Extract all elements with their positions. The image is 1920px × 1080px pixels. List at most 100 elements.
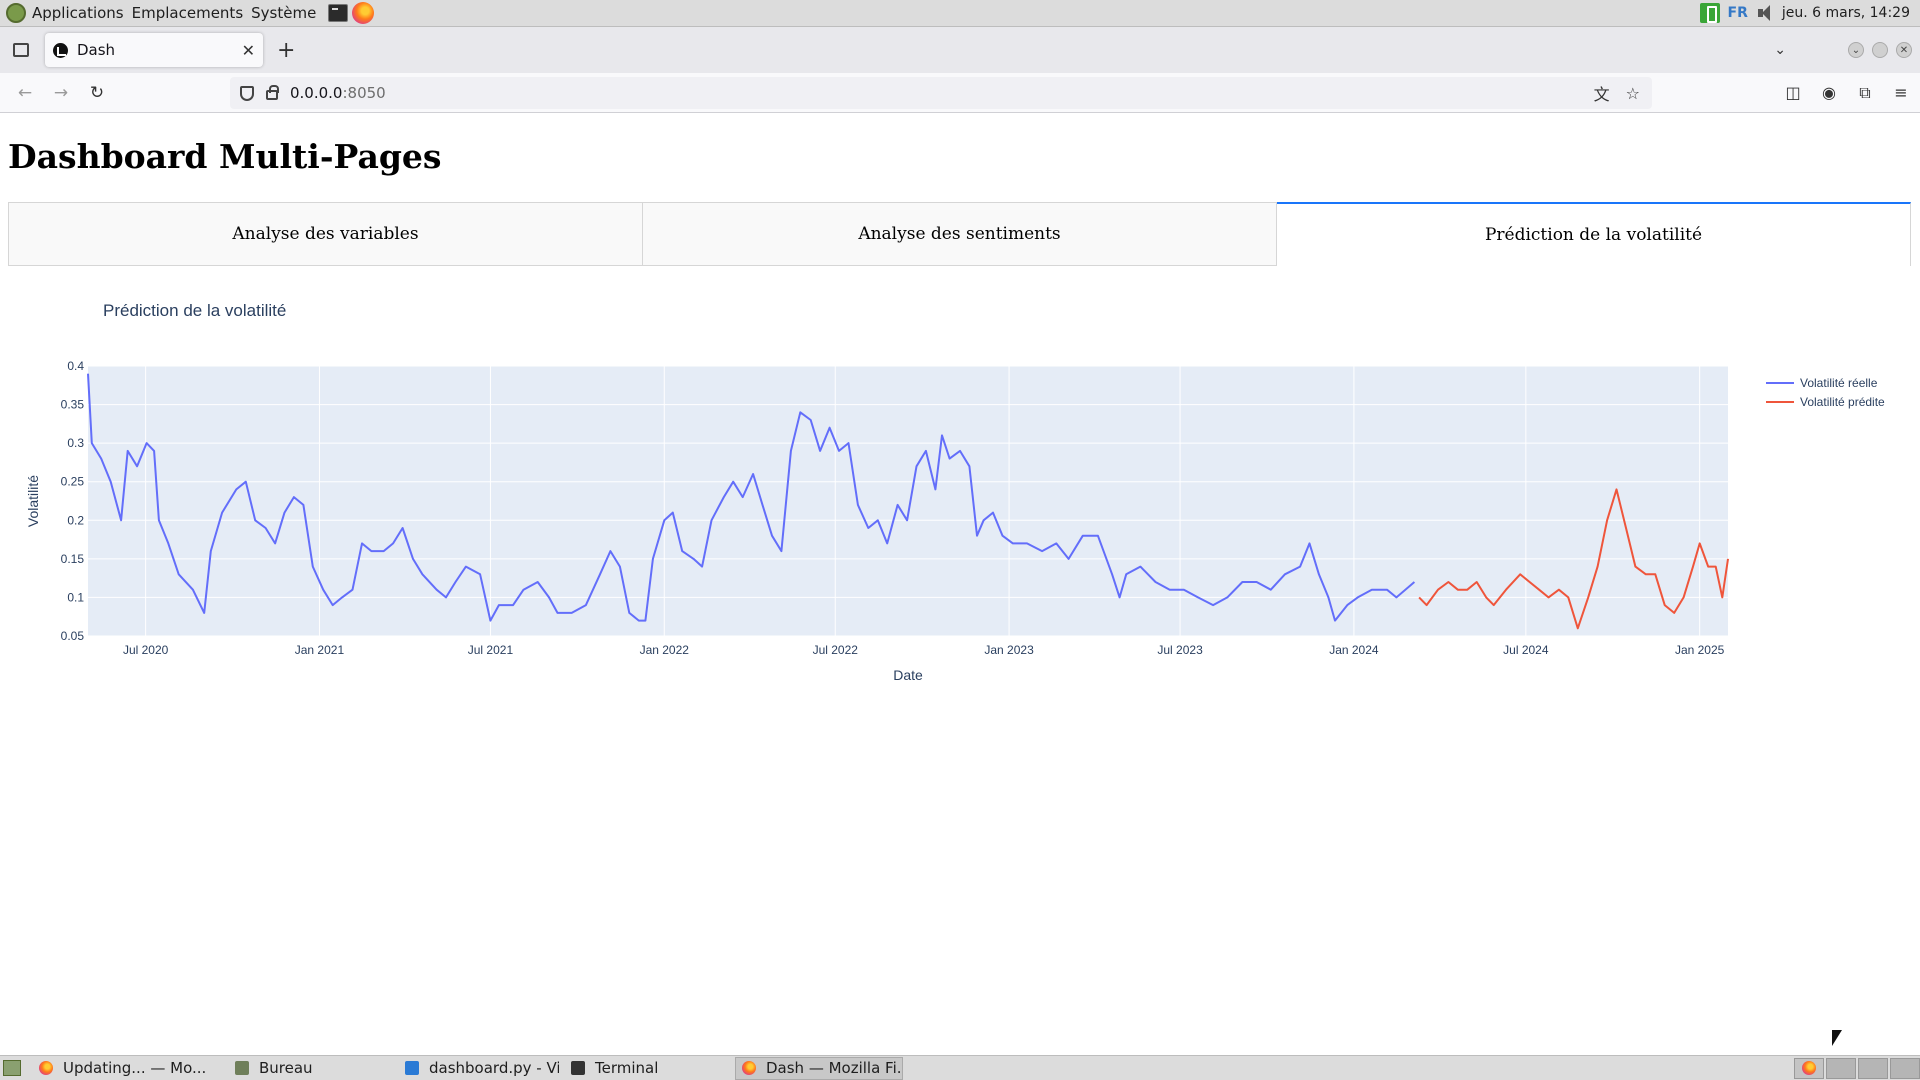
x-tick-label: Jul 2020 xyxy=(123,643,169,657)
task-label: Dash — Mozilla Fi... xyxy=(766,1059,903,1077)
y-tick-label: 0.3 xyxy=(67,436,84,450)
y-tick-label: 0.05 xyxy=(61,629,85,643)
tracking-protection-shield-icon[interactable] xyxy=(240,85,254,101)
x-gridlines xyxy=(145,366,1701,636)
tab-prediction-volatilite[interactable]: Prédiction de la volatilité xyxy=(1277,202,1911,266)
applications-menu[interactable]: Applications xyxy=(32,4,124,22)
volume-icon[interactable] xyxy=(1756,4,1774,22)
firefox-icon xyxy=(39,1061,53,1075)
page-title: Dashboard Multi-Pages xyxy=(8,137,442,176)
task-label: Updating... — Mo... xyxy=(63,1059,207,1077)
forward-arrow-icon[interactable]: → xyxy=(53,82,69,103)
keyboard-layout-indicator[interactable]: FR xyxy=(1727,5,1748,21)
x-axis-title: Date xyxy=(893,667,923,683)
workspace-1[interactable] xyxy=(1794,1057,1824,1079)
account-icon[interactable]: ◉ xyxy=(1822,83,1836,102)
taskbar: Updating... — Mo... Bureau dashboard.py … xyxy=(0,1055,1920,1080)
x-tick-label: Jul 2022 xyxy=(813,643,859,657)
task-firefox-updating[interactable]: Updating... — Mo... xyxy=(33,1057,223,1080)
tab-analyse-sentiments[interactable]: Analyse des sentiments xyxy=(643,202,1277,266)
insecure-lock-icon[interactable] xyxy=(266,85,279,100)
volatility-chart[interactable]: Prédiction de la volatilité 0.05 0.1 0.15 0… xyxy=(8,283,1911,723)
legend-label: Volatilité prédite xyxy=(1800,395,1885,409)
browser-tab-title: Dash xyxy=(77,41,116,59)
logout-icon[interactable] xyxy=(1699,3,1720,23)
task-label: Bureau xyxy=(259,1059,313,1077)
x-tick-labels: Jul 2020 Jan 2021 Jul 2021 Jan 2022 Jul 2022… xyxy=(123,643,1725,657)
firefox-icon xyxy=(1802,1061,1816,1075)
legend-label: Volatilité réelle xyxy=(1800,376,1878,390)
volatility-graph[interactable]: Prédiction de la volatilité 0.05 0.1 0.15 0… xyxy=(8,283,1911,723)
x-tick-label: Jan 2023 xyxy=(984,643,1034,657)
workspace-4[interactable] xyxy=(1890,1057,1920,1079)
url-port: :8050 xyxy=(342,84,386,102)
task-firefox-dash[interactable]: Dash — Mozilla Fi... xyxy=(735,1056,903,1080)
y-tick-label: 0.1 xyxy=(67,590,84,604)
legend-item[interactable]: Volatilité réelle xyxy=(1766,376,1878,390)
tab-analyse-variables[interactable]: Analyse des variables xyxy=(8,202,643,266)
browser-tab-strip: Dash ✕ + ⌄ ⌄ ✕ xyxy=(0,27,1920,73)
x-tick-label: Jul 2023 xyxy=(1157,643,1203,657)
minimize-window-icon[interactable]: ⌄ xyxy=(1848,42,1864,58)
url-bar[interactable]: 0.0.0.0 :8050 文 ☆ xyxy=(230,77,1652,109)
extensions-icon[interactable]: ⧉ xyxy=(1859,82,1871,102)
maximize-window-icon[interactable] xyxy=(1872,42,1888,58)
plot-area[interactable] xyxy=(88,366,1728,636)
y-axis-title: Volatilité xyxy=(25,475,41,527)
mouse-cursor-icon xyxy=(1832,1030,1842,1046)
system-menu[interactable]: Système xyxy=(251,4,317,22)
firefox-launcher-icon[interactable] xyxy=(352,2,375,24)
workspace-switcher xyxy=(1792,1057,1920,1079)
pocket-icon[interactable]: ◫ xyxy=(1785,83,1801,102)
y-tick-label: 0.4 xyxy=(67,359,84,373)
places-menu[interactable]: Emplacements xyxy=(131,4,244,22)
legend-item[interactable]: Volatilité prédite xyxy=(1766,395,1885,409)
task-vscode[interactable]: dashboard.py - Vi... xyxy=(399,1057,559,1080)
x-tick-label: Jan 2022 xyxy=(640,643,690,657)
web-page: Dashboard Multi-Pages Analyse des variab… xyxy=(0,113,1920,1055)
y-tick-label: 0.2 xyxy=(67,513,84,527)
vscode-icon xyxy=(405,1061,419,1075)
panel-clock[interactable]: jeu. 6 mars, 14:29 xyxy=(1781,5,1910,21)
workspace-3[interactable] xyxy=(1858,1057,1888,1079)
show-desktop-icon[interactable] xyxy=(3,1060,21,1076)
folder-icon xyxy=(235,1061,249,1075)
firefox-view-icon[interactable] xyxy=(13,43,29,57)
url-bar-actions: 文 ☆ xyxy=(1578,81,1640,105)
translate-icon[interactable]: 文 xyxy=(1593,85,1610,104)
terminal-icon xyxy=(571,1061,585,1075)
firefox-icon xyxy=(742,1061,756,1075)
series-line-predite[interactable] xyxy=(1418,488,1729,630)
workspace-2[interactable] xyxy=(1826,1057,1856,1079)
series-line-reelle[interactable] xyxy=(87,373,1416,622)
browser-tab-dash[interactable]: Dash ✕ xyxy=(45,33,263,67)
back-arrow-icon[interactable]: ← xyxy=(17,82,33,103)
reload-icon[interactable]: ↻ xyxy=(89,82,105,103)
list-all-tabs-chevron-icon[interactable]: ⌄ xyxy=(1774,42,1786,58)
app-menu-icon[interactable]: ≡ xyxy=(1894,83,1908,102)
task-terminal[interactable]: Terminal xyxy=(565,1057,729,1080)
page-tabs: Analyse des variables Analyse des sentim… xyxy=(8,202,1911,266)
legend[interactable]: Volatilité réelle Volatilité prédite xyxy=(1766,376,1885,409)
x-tick-label: Jan 2021 xyxy=(295,643,345,657)
close-window-icon[interactable]: ✕ xyxy=(1896,42,1912,58)
chart-title: Prédiction de la volatilité xyxy=(103,301,286,320)
top-panel: Applications Emplacements Système FR jeu… xyxy=(0,0,1920,27)
distro-logo-icon[interactable] xyxy=(6,3,26,23)
new-tab-icon[interactable]: + xyxy=(277,37,296,63)
panel-tray: FR jeu. 6 mars, 14:29 xyxy=(1699,3,1920,23)
series-lines xyxy=(87,373,1729,630)
x-tick-label: Jul 2024 xyxy=(1503,643,1549,657)
y-tick-label: 0.15 xyxy=(61,552,85,566)
tab-close-icon[interactable]: ✕ xyxy=(241,40,255,60)
browser-nav-bar: ← → ↻ 0.0.0.0 :8050 文 ☆ ◫ ◉ ⧉ ≡ xyxy=(0,73,1920,113)
task-label: Terminal xyxy=(595,1059,659,1077)
panel-menu: Applications Emplacements Système xyxy=(0,2,375,24)
x-tick-label: Jan 2024 xyxy=(1329,643,1379,657)
task-label: dashboard.py - Vi... xyxy=(429,1059,559,1077)
terminal-launcher-icon[interactable] xyxy=(328,4,349,22)
task-bureau[interactable]: Bureau xyxy=(229,1057,393,1080)
window-controls: ⌄ ⌄ ✕ xyxy=(1774,42,1920,58)
bookmark-star-icon[interactable]: ☆ xyxy=(1625,83,1640,103)
y-tick-label: 0.25 xyxy=(61,475,85,489)
